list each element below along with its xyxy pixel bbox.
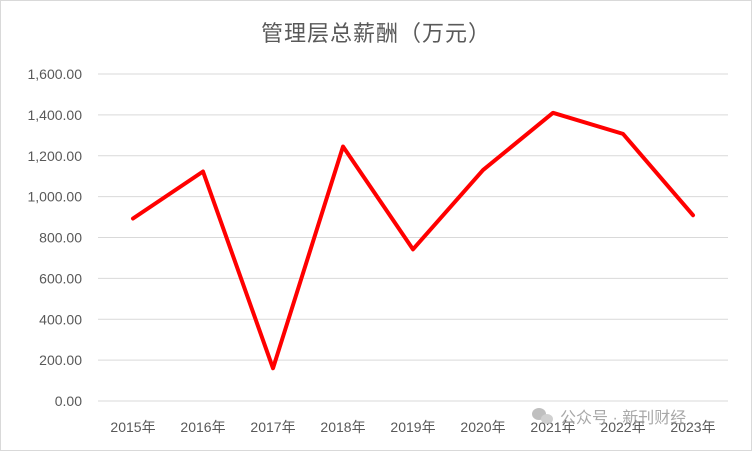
x-axis-labels: 2015年 2016年 2017年 2018年 2019年 2020年 2021年 2022年…: [110, 419, 715, 435]
y-tick-label: 200.00: [39, 352, 82, 368]
series-layer: [131, 110, 695, 371]
x-tick-label: 2023年: [670, 419, 715, 435]
x-tick-label: 2017年: [250, 419, 295, 435]
y-axis-labels: 0.00 200.00 400.00 600.00 800.00 1,000.00 1,20…: [28, 66, 83, 409]
x-tick-label: 2016年: [180, 419, 225, 435]
chart-title: 管理层总薪酬（万元）: [260, 22, 491, 47]
x-tick-label: 2021年: [530, 419, 575, 435]
wechat-icon: [532, 407, 554, 425]
y-tick-label: 800.00: [39, 230, 82, 246]
y-tick-label: 1,600.00: [28, 66, 83, 82]
gridlines: [98, 73, 728, 402]
x-tick-label: 2019年: [390, 419, 435, 435]
x-tick-label: 2015年: [110, 419, 155, 435]
y-tick-label: 1,200.00: [28, 148, 83, 164]
y-tick-label: 600.00: [39, 270, 82, 286]
y-tick-label: 0.00: [55, 393, 82, 409]
x-tick-label: 2020年: [460, 419, 505, 435]
x-tick-label: 2018年: [320, 419, 365, 435]
y-tick-label: 1,400.00: [28, 107, 83, 123]
series-line: [131, 110, 695, 371]
y-tick-label: 400.00: [39, 311, 82, 327]
watermark-text: 公众号 · 新刊财经: [560, 410, 687, 427]
y-tick-label: 1,000.00: [28, 189, 83, 205]
watermark: 公众号 · 新刊财经: [532, 404, 686, 428]
x-tick-label: 2022年: [600, 419, 645, 435]
